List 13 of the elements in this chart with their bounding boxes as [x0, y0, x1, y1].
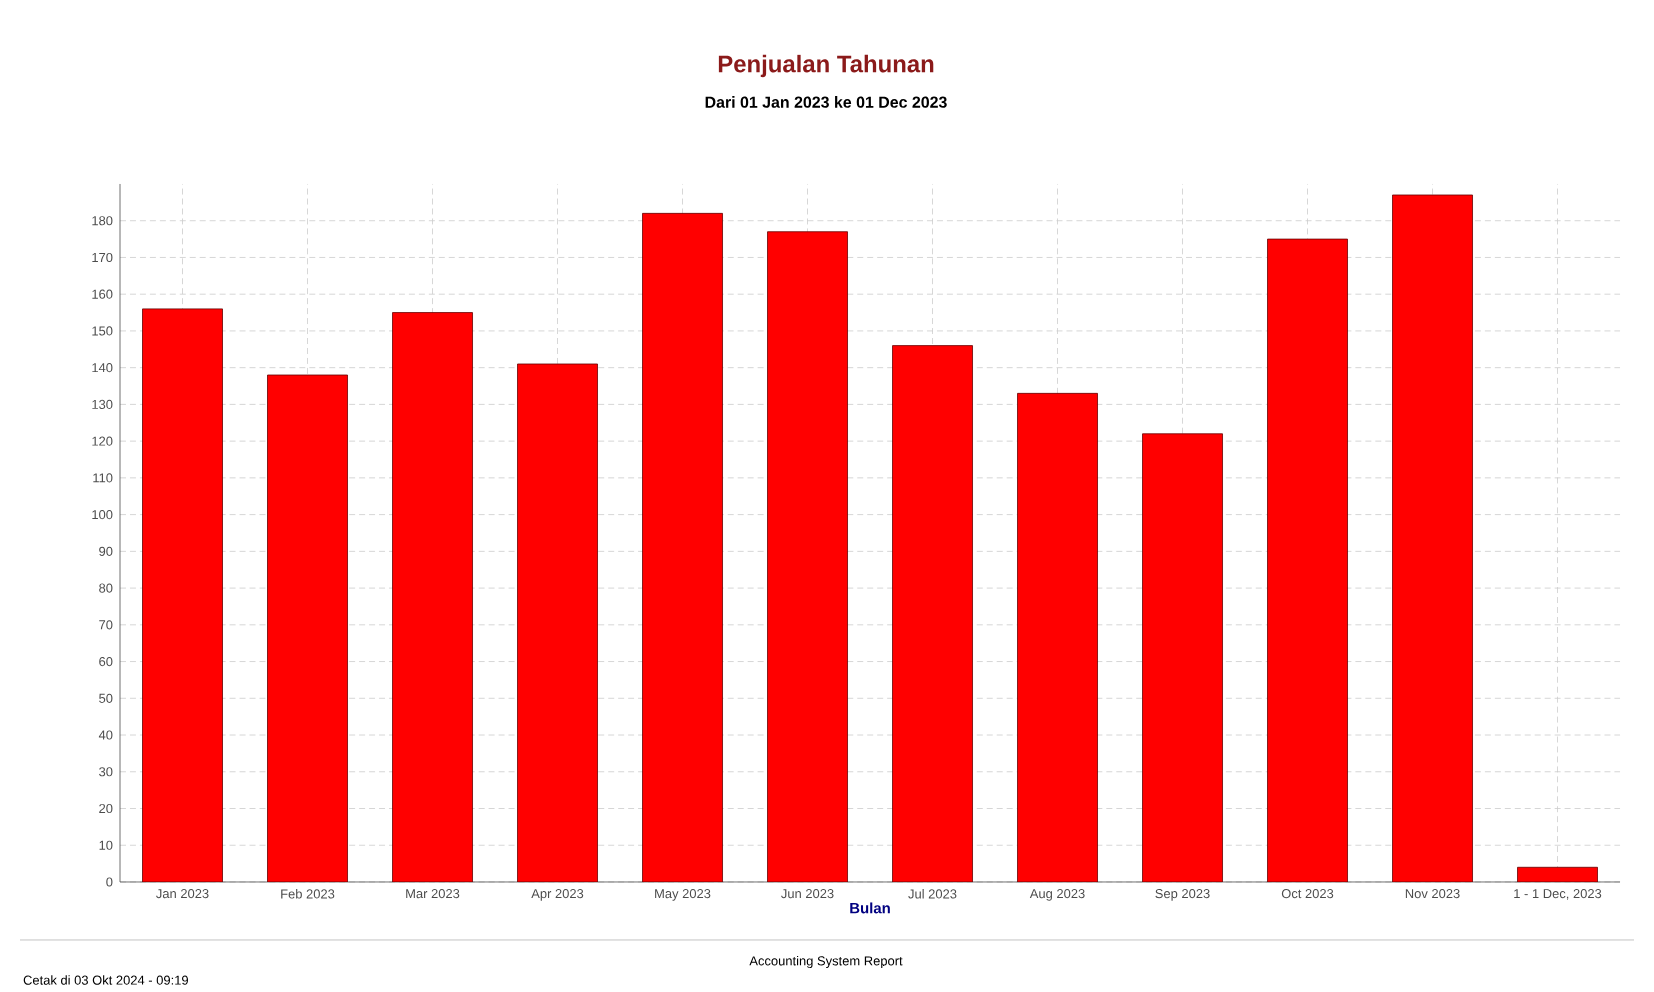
bar	[267, 374, 348, 883]
bar	[1267, 239, 1348, 883]
bar	[142, 308, 223, 883]
bar	[1017, 393, 1098, 883]
bar	[892, 345, 973, 883]
bar	[1392, 194, 1473, 883]
bar	[767, 231, 848, 883]
bar	[392, 312, 473, 883]
chart-title: Penjualan Tahunan	[718, 55, 934, 78]
bar	[1517, 867, 1598, 883]
bar	[642, 213, 723, 883]
bar	[1142, 433, 1223, 883]
bar	[517, 363, 598, 883]
